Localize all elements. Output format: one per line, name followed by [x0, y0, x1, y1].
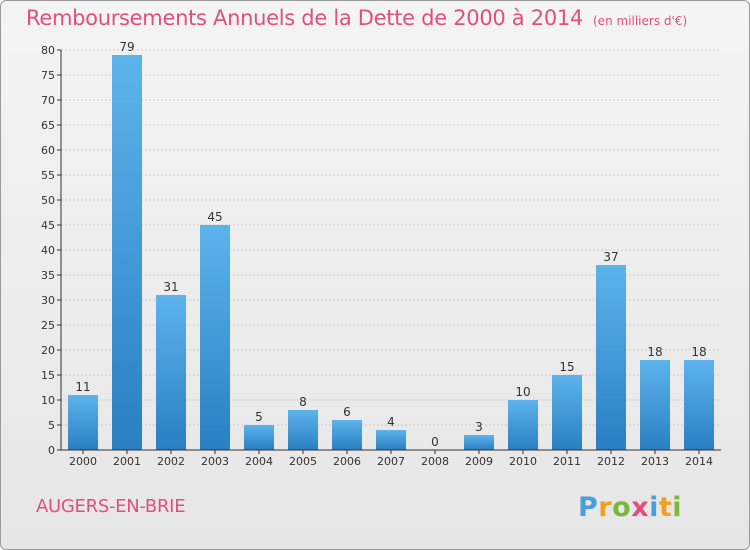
- chart-title: Remboursements Annuels de la Dette de 20…: [26, 6, 687, 30]
- x-tick-label: 2010: [509, 455, 537, 468]
- bar: [288, 410, 318, 450]
- svg-text:Proxiti: Proxiti: [578, 492, 682, 523]
- bar-value-label: 3: [475, 420, 483, 434]
- x-tick-label: 2007: [377, 455, 405, 468]
- bar-value-label: 4: [387, 415, 395, 429]
- y-tick-label: 75: [41, 69, 55, 82]
- bar-value-label: 37: [603, 250, 618, 264]
- bar-value-label: 5: [255, 410, 263, 424]
- bar: [640, 360, 670, 450]
- bar: [112, 55, 142, 450]
- bar: [332, 420, 362, 450]
- commune-name: AUGERS-EN-BRIE: [36, 496, 186, 517]
- bar: [596, 265, 626, 450]
- y-tick-label: 40: [41, 244, 55, 257]
- bar-value-label: 8: [299, 395, 307, 409]
- x-tick-label: 2000: [69, 455, 97, 468]
- chart-subtitle: (en milliers d'€): [593, 14, 688, 28]
- x-tick-label: 2006: [333, 455, 361, 468]
- x-tick-label: 2004: [245, 455, 273, 468]
- x-tick-label: 2003: [201, 455, 229, 468]
- bar: [156, 295, 186, 450]
- bar-value-label: 79: [119, 40, 134, 54]
- bars: [68, 55, 714, 450]
- y-tick-label: 50: [41, 194, 55, 207]
- bar: [376, 430, 406, 450]
- y-tick-label: 35: [41, 269, 55, 282]
- y-tick-label: 80: [41, 44, 55, 57]
- bar: [508, 400, 538, 450]
- y-tick-label: 30: [41, 294, 55, 307]
- x-tick-label: 2008: [421, 455, 449, 468]
- x-tick-label: 2014: [685, 455, 713, 468]
- y-tick-label: 60: [41, 144, 55, 157]
- bar: [684, 360, 714, 450]
- axes: [57, 49, 721, 454]
- bar-value-label: 45: [207, 210, 222, 224]
- x-tick-label: 2011: [553, 455, 581, 468]
- y-tick-label: 25: [41, 319, 55, 332]
- labels: 0510152025303540455055606570758011200079…: [41, 40, 713, 468]
- x-tick-label: 2013: [641, 455, 669, 468]
- x-tick-label: 2012: [597, 455, 625, 468]
- bar: [552, 375, 582, 450]
- x-tick-label: 2005: [289, 455, 317, 468]
- x-tick-label: 2009: [465, 455, 493, 468]
- bar-value-label: 18: [647, 345, 662, 359]
- bar: [200, 225, 230, 450]
- bar: [68, 395, 98, 450]
- y-tick-label: 55: [41, 169, 55, 182]
- y-tick-label: 20: [41, 344, 55, 357]
- chart-title-text: Remboursements Annuels de la Dette de 20…: [26, 6, 583, 30]
- bar-value-label: 11: [75, 380, 90, 394]
- proxiti-logo: Proxiti: [578, 492, 682, 523]
- bar-value-label: 6: [343, 405, 351, 419]
- x-tick-label: 2001: [113, 455, 141, 468]
- y-tick-label: 65: [41, 119, 55, 132]
- bar: [244, 425, 274, 450]
- y-tick-label: 5: [48, 419, 55, 432]
- y-tick-label: 70: [41, 94, 55, 107]
- bar-value-label: 18: [691, 345, 706, 359]
- y-tick-label: 15: [41, 369, 55, 382]
- y-tick-label: 0: [48, 444, 55, 457]
- y-tick-label: 45: [41, 219, 55, 232]
- bar-value-label: 31: [163, 280, 178, 294]
- bar-value-label: 10: [515, 385, 530, 399]
- x-tick-label: 2002: [157, 455, 185, 468]
- bar: [464, 435, 494, 450]
- bar-value-label: 0: [431, 435, 439, 449]
- bar-value-label: 15: [559, 360, 574, 374]
- y-tick-label: 10: [41, 394, 55, 407]
